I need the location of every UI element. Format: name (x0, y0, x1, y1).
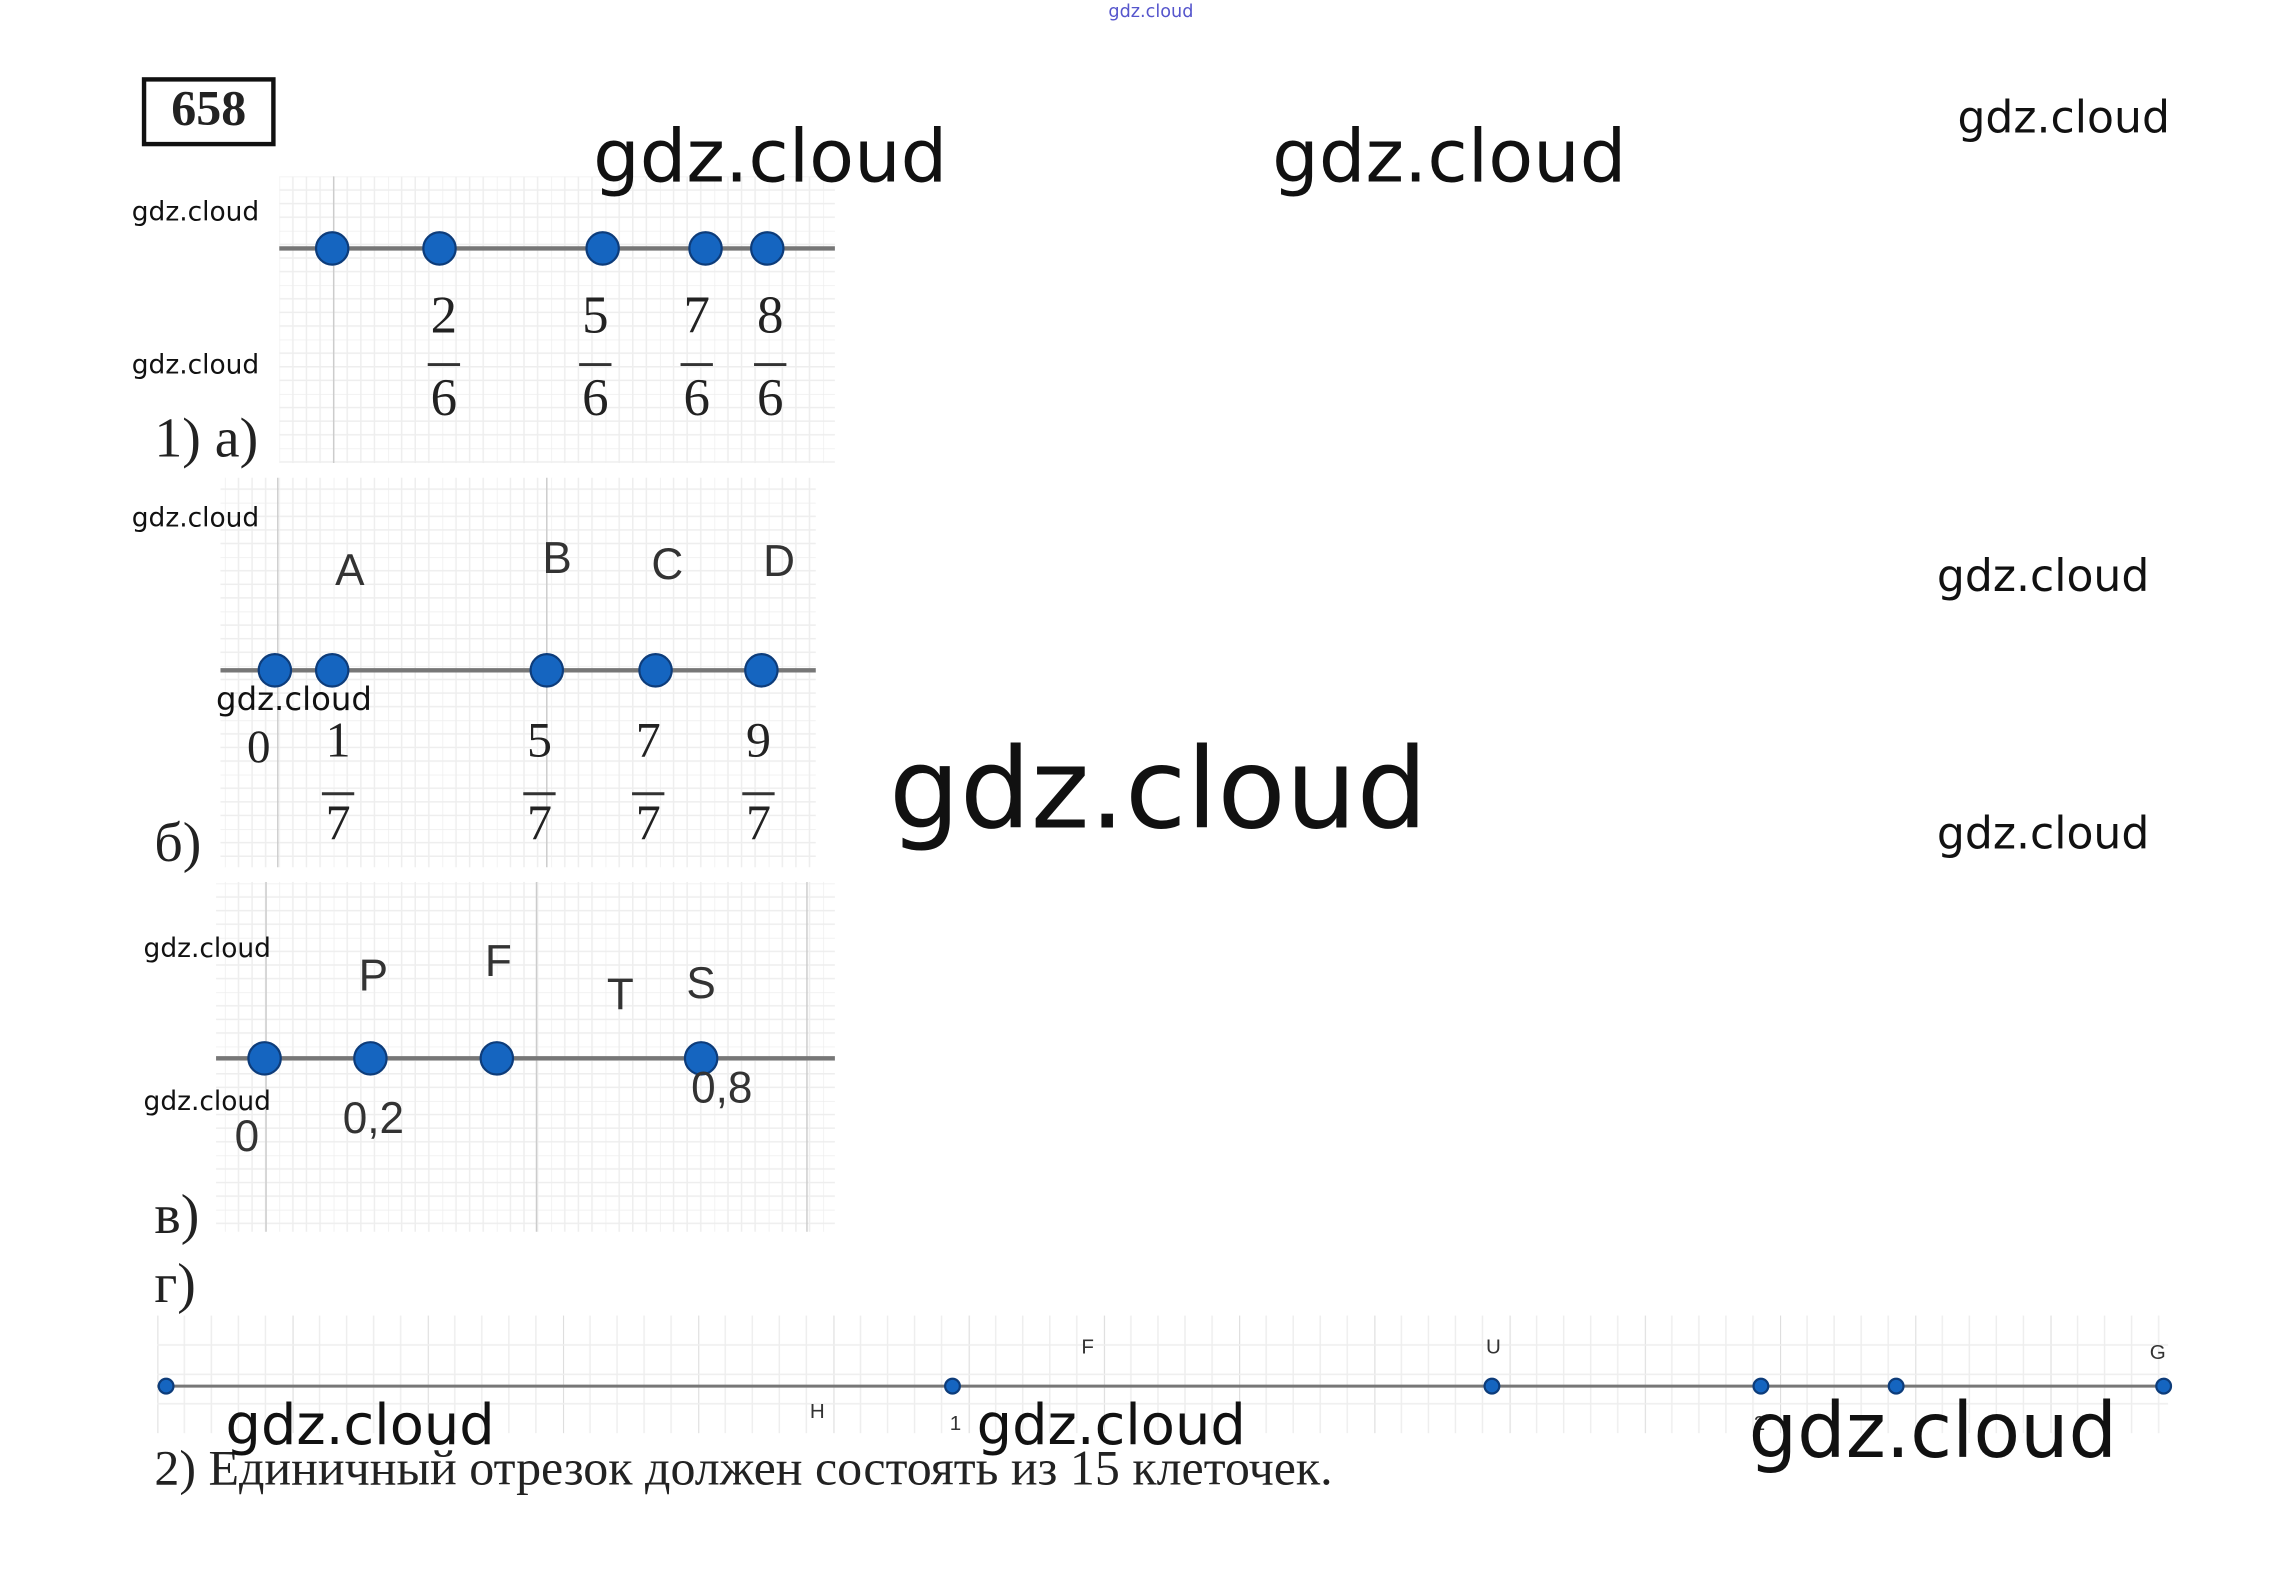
watermark: gdz.cloud (1749, 1387, 2117, 1476)
denominator: 7 (527, 794, 552, 850)
watermark: gdz.cloud (144, 933, 271, 964)
point-label: T (607, 971, 634, 1020)
point (944, 1377, 961, 1395)
zero-label: 0 (247, 721, 271, 773)
point (688, 231, 723, 266)
point (422, 231, 457, 266)
point (683, 1041, 719, 1076)
watermark: gdz.cloud (144, 1086, 271, 1117)
point (2155, 1377, 2173, 1395)
number-label: 0,2 (343, 1094, 404, 1143)
grid-d (157, 1315, 2169, 1434)
watermark: gdz.cloud (132, 502, 259, 533)
point (314, 231, 350, 266)
watermark: gdz.cloud (1937, 808, 2149, 859)
point (257, 653, 293, 688)
watermark: gdz.cloud (593, 115, 947, 200)
numerator: 2 (431, 287, 457, 345)
point-label: F (1081, 1335, 1094, 1358)
point-label: B (542, 534, 571, 583)
point (750, 231, 785, 266)
denominator: 6 (757, 369, 783, 427)
watermark: gdz.cloud (226, 1393, 495, 1458)
part-label: г) (154, 1253, 196, 1315)
point-label: D (763, 537, 795, 586)
point-label: P (359, 952, 388, 1001)
denominator: 7 (636, 794, 661, 850)
point-label: A (335, 546, 365, 595)
part-label: в) (154, 1184, 199, 1246)
number-label: 0,8 (691, 1063, 752, 1112)
denominator: 6 (683, 369, 709, 427)
numerator: 5 (527, 712, 552, 768)
problem-number: 658 (171, 80, 246, 136)
point-label: F (485, 937, 512, 986)
watermark: gdz.cloud (1272, 115, 1626, 200)
point-label: U (1486, 1335, 1501, 1358)
point (247, 1041, 282, 1076)
watermark: gdz.cloud (132, 350, 259, 381)
point (529, 653, 565, 688)
numerator: 5 (582, 287, 608, 345)
denominator: 6 (431, 369, 457, 427)
part-label: 1) а) (154, 408, 258, 470)
numerator: 8 (757, 287, 783, 345)
watermark: gdz.cloud (132, 197, 259, 228)
part-label: б) (154, 812, 201, 874)
watermark: gdz.cloud (977, 1393, 1246, 1458)
number-label: 2 (1754, 1412, 1765, 1435)
watermark: gdz.cloud (1957, 93, 2169, 144)
point (744, 653, 779, 688)
watermark: gdz.cloud (889, 724, 1427, 854)
point-label: C (651, 540, 683, 589)
numerator: 9 (746, 712, 771, 768)
number-lines (157, 246, 2169, 1388)
number-label: 0 (235, 1112, 260, 1161)
point (157, 1377, 175, 1395)
watermark: gdz.cloud (1937, 551, 2149, 602)
watermark: gdz.cloud (216, 680, 372, 718)
grid-a (279, 176, 835, 464)
point-label: H (810, 1400, 825, 1423)
point (1752, 1377, 1770, 1395)
numerator: 7 (636, 712, 661, 768)
point-label: S (686, 959, 715, 1008)
number-box (141, 77, 276, 147)
point (314, 653, 350, 688)
answer-text: 2) Единичный отрезок должен состоять из … (154, 1439, 1332, 1495)
point (479, 1041, 515, 1076)
number-label: 1 (950, 1412, 961, 1435)
point-label: G (2150, 1341, 2166, 1364)
denominator: 6 (582, 369, 608, 427)
numerator: 7 (683, 287, 709, 345)
point (1887, 1377, 1905, 1395)
point (638, 653, 673, 688)
watermark: gdz.cloud (1108, 2, 1193, 22)
denominator: 7 (326, 794, 351, 850)
numerator: 1 (326, 712, 351, 768)
point (353, 1041, 388, 1076)
point (585, 231, 620, 266)
point (1483, 1377, 1501, 1395)
denominator: 7 (746, 794, 771, 850)
